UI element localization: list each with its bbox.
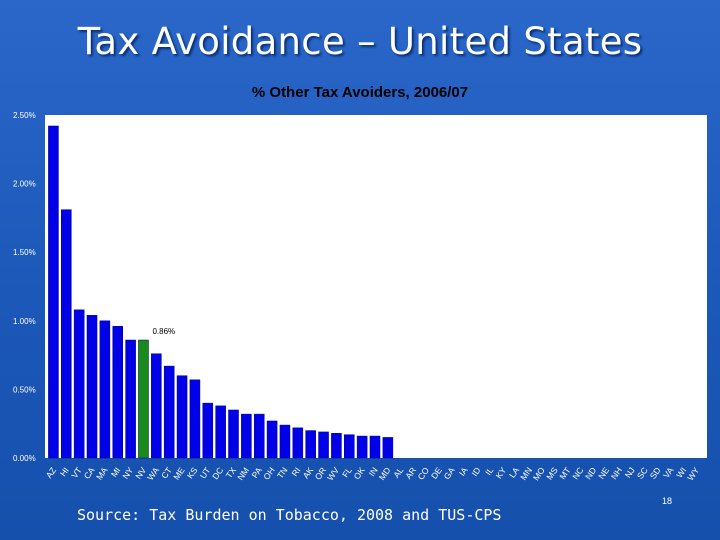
bar-ok [356, 435, 368, 459]
chart-title: % Other Tax Avoiders, 2006/07 [252, 84, 468, 101]
source-note: Source: Tax Burden on Tobacco, 2008 and … [77, 506, 502, 524]
x-tick-label-de: DE [429, 465, 444, 481]
x-tick-label-ky: KY [494, 465, 509, 480]
y-tick-label: 2.00% [13, 180, 36, 189]
x-tick-label-nm: NM [235, 465, 251, 482]
bar-or [318, 431, 329, 459]
bars [48, 125, 394, 459]
x-tick-label-wi: WI [674, 465, 688, 479]
x-tick-label-or: OR [313, 465, 329, 481]
x-tick-label-ar: AR [403, 465, 418, 480]
bar-nm [241, 413, 252, 459]
y-tick-label: 2.50% [13, 111, 36, 120]
bar-ak [305, 430, 316, 459]
slide-number: 18 [662, 496, 673, 506]
x-tick-label-mi: MI [109, 465, 123, 478]
y-tick-label: 1.50% [13, 248, 36, 257]
x-tick-label-nd: ND [583, 465, 598, 481]
x-tick-label-ut: UT [198, 465, 213, 480]
bar-md [382, 437, 394, 459]
x-tick-label-sd: SD [648, 465, 663, 480]
x-tick-label-ny: NY [120, 465, 135, 481]
x-tick-label-ia: IA [457, 465, 470, 478]
x-tick-label-ct: CT [159, 465, 174, 480]
x-tick-label-az: AZ [44, 465, 58, 480]
data-label: 0.86% [152, 327, 175, 336]
bar-ny [125, 339, 136, 459]
x-tick-label-va: VA [661, 465, 676, 480]
bar-oh [266, 420, 278, 459]
bar-ut [202, 402, 214, 459]
data-labels: 0.86% [152, 327, 175, 336]
bar-az [48, 125, 59, 459]
x-tick-label-id: ID [469, 465, 482, 478]
bar-ri [292, 427, 304, 459]
bar-in [369, 435, 381, 459]
x-tick-label-nc: NC [570, 465, 585, 481]
bar-vt [73, 309, 85, 459]
bar-pa [253, 413, 265, 459]
x-tick-label-ne: NE [596, 465, 611, 481]
x-tick-label-mt: MT [557, 465, 572, 481]
x-tick-label-ks: KS [185, 465, 200, 480]
x-tick-label-ca: CA [82, 465, 97, 481]
x-tick-label-sc: SC [635, 465, 650, 480]
bar-nv [138, 339, 149, 459]
x-tick-label-ms: MS [544, 465, 560, 481]
bar-tn [279, 424, 291, 459]
x-tick-label-ma: MA [94, 465, 110, 481]
x-tick-label-co: CO [416, 465, 432, 481]
x-tick-label-nv: NV [133, 465, 148, 481]
x-tick-label-tn: TN [275, 465, 290, 480]
x-tick-label-ga: GA [442, 465, 457, 481]
y-axis-ticks: 0.00% 0.50% 1.00% 1.50% 2.00% 2.50% [13, 111, 36, 463]
bar-ct [163, 365, 175, 459]
y-tick-label: 0.50% [13, 385, 36, 394]
y-tick-label: 0.00% [13, 454, 36, 463]
x-tick-label-fl: FL [340, 465, 354, 479]
x-tick-label-mn: MN [518, 465, 534, 482]
bar-dc [215, 405, 226, 459]
x-tick-label-nh: NH [609, 465, 624, 481]
x-tick-label-hi: HI [58, 465, 71, 478]
bar-wv [331, 433, 342, 459]
x-tick-label-ri: RI [289, 465, 302, 478]
x-tick-label-al: AL [391, 465, 405, 479]
bar-ks [189, 379, 201, 459]
x-tick-label-pa: PA [250, 465, 265, 480]
bar-ma [99, 320, 111, 459]
x-tick-label-md: MD [377, 465, 393, 482]
bar-hi [61, 209, 72, 459]
x-tick-label-nj: NJ [623, 465, 637, 479]
x-tick-label-me: ME [171, 465, 187, 481]
x-tick-label-ak: AK [301, 465, 316, 480]
y-tick-label: 1.00% [13, 317, 36, 326]
x-tick-label-wy: WY [685, 465, 701, 482]
bar-mi [112, 326, 124, 459]
bar-ca [86, 315, 98, 459]
slide-title: Tax Avoidance – United States [77, 20, 643, 63]
bar-me [176, 375, 188, 459]
bar-wa [151, 353, 162, 459]
bar-fl [344, 434, 355, 459]
x-tick-label-vt: VT [69, 465, 83, 480]
x-tick-label-ok: OK [352, 465, 367, 481]
bar-tx [228, 409, 239, 459]
tax-avoiders-bar-chart: % Other Tax Avoiders, 2006/07 0.00% 0.50%… [13, 84, 707, 482]
x-tick-label-il: IL [483, 465, 495, 477]
x-tick-label-oh: OH [261, 465, 277, 481]
x-tick-label-dc: DC [210, 465, 225, 481]
